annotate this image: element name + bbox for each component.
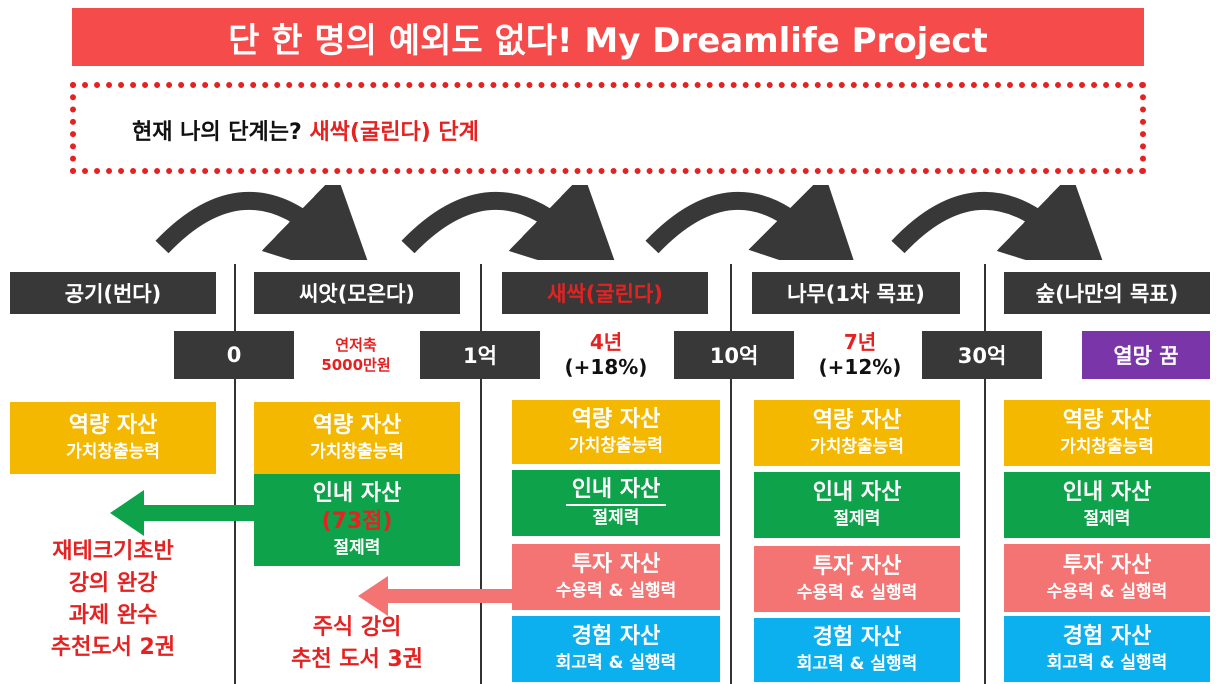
- duration-rate: (+18%): [564, 355, 648, 379]
- current-stage-prefix: 현재 나의 단계는?: [132, 120, 302, 145]
- page-title: 단 한 명의 예외도 없다! My Dreamlife Project: [72, 8, 1144, 66]
- basics-course-note: 재테크기초반 강의 완강 과제 완수 추천도서 2권: [50, 539, 176, 660]
- amount-0: 0: [174, 331, 294, 379]
- capability-asset-card: 역량 자산 가치창출능력: [10, 402, 216, 474]
- divider-line: [730, 264, 732, 684]
- stage-arrows: [155, 185, 1112, 260]
- amount-10eok: 10억: [674, 331, 794, 379]
- patience-asset-card: 인내 자산 (73점) 절제력: [254, 474, 460, 566]
- investment-asset-card: 투자 자산 수용력 & 실행력: [754, 546, 960, 612]
- patience-asset-card: 인내 자산 절제력: [512, 470, 720, 536]
- stage-air: 공기(번다): [10, 272, 216, 314]
- patience-asset-card: 인내 자산 절제력: [1004, 472, 1210, 538]
- arrow-icon: [401, 185, 624, 260]
- stage-forest: 숲(나만의 목표): [1004, 272, 1210, 314]
- seed-saving-note: 연저축 5000만원: [304, 335, 408, 375]
- capability-asset-card: 역량 자산 가치창출능력: [1004, 400, 1210, 466]
- investment-asset-card: 투자 자산 수용력 & 실행력: [512, 544, 720, 610]
- investment-asset-card: 투자 자산 수용력 & 실행력: [1004, 544, 1210, 612]
- seed-saving-label: 연저축: [335, 336, 377, 354]
- stage-seed: 씨앗(모은다): [254, 272, 460, 314]
- duration-rate: (+12%): [818, 355, 902, 379]
- current-stage-highlight: 새싹(굴린다) 단계: [309, 120, 479, 145]
- patience-asset-card: 인내 자산 절제력: [754, 472, 960, 538]
- divider-line: [234, 264, 236, 684]
- amount-dream: 열망 꿈: [1082, 331, 1210, 379]
- experience-asset-card: 경험 자산 회고력 & 실행력: [754, 618, 960, 682]
- stage-sprout: 새싹(굴린다): [502, 272, 708, 314]
- divider-line: [480, 264, 482, 684]
- duration-sprout: 4년 (+18%): [548, 326, 664, 379]
- duration-years: 4년: [589, 330, 623, 354]
- stock-course-note: 주식 강의 추천 도서 3권: [291, 615, 423, 672]
- capability-asset-card: 역량 자산 가치창출능력: [512, 400, 720, 464]
- current-stage-text: 현재 나의 단계는? 새싹(굴린다) 단계: [132, 114, 479, 146]
- capability-asset-card: 역량 자산 가치창출능력: [254, 402, 460, 474]
- stage-tree: 나무(1차 목표): [752, 272, 960, 314]
- arrow-icon: [155, 185, 377, 260]
- duration-years: 7년: [843, 330, 877, 354]
- arrow-icon: [891, 185, 1112, 260]
- duration-tree: 7년 (+12%): [802, 326, 918, 379]
- amount-30eok: 30억: [922, 331, 1042, 379]
- patience-score: (73점): [321, 509, 393, 534]
- capability-asset-card: 역량 자산 가치창출능력: [754, 400, 960, 466]
- current-stage-box: [70, 82, 1146, 174]
- green-arrow-icon: [110, 490, 260, 536]
- arrow-icon: [645, 185, 863, 260]
- experience-asset-card: 경험 자산 회고력 & 실행력: [1004, 616, 1210, 682]
- divider-line: [984, 264, 986, 684]
- pink-arrow-icon: [358, 576, 516, 616]
- seed-saving-amount: 5000만원: [321, 356, 391, 374]
- experience-asset-card: 경험 자산 회고력 & 실행력: [512, 616, 720, 682]
- amount-1eok: 1억: [420, 331, 540, 379]
